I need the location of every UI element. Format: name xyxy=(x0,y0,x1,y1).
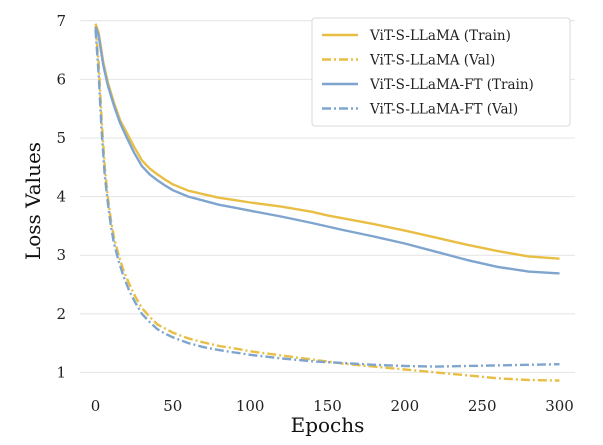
y-tick-label: 3 xyxy=(56,246,66,264)
series-line-vit-s-llama-ft-train xyxy=(94,26,560,275)
x-tick-label: 250 xyxy=(468,397,497,415)
y-tick-label: 5 xyxy=(56,129,66,147)
legend-entry-llama-ft-train: ViT-S-LLaMA-FT (Train) xyxy=(322,77,534,93)
x-tick-label: 300 xyxy=(545,397,574,415)
y-axis-title: Loss Values xyxy=(21,142,45,260)
legend-label-llama-val: ViT-S-LLaMA (Val) xyxy=(369,53,495,69)
legend-label-llama-ft-val: ViT-S-LLaMA-FT (Val) xyxy=(369,102,518,118)
legend-entry-llama-val: ViT-S-LLaMA (Val) xyxy=(322,53,495,69)
legend-label-llama-train: ViT-S-LLaMA (Train) xyxy=(369,28,511,44)
legend-label-llama-ft-train: ViT-S-LLaMA-FT (Train) xyxy=(369,77,534,93)
series-layer xyxy=(94,23,560,382)
legend-box xyxy=(311,17,571,127)
y-tick-label: 6 xyxy=(56,70,66,88)
x-axis-title: Epochs xyxy=(291,413,365,437)
legend-entry-llama-ft-val: ViT-S-LLaMA-FT (Val) xyxy=(322,102,518,118)
x-tick-label: 200 xyxy=(391,397,420,415)
x-tick-label: 150 xyxy=(313,397,342,415)
axis-layer: 1 2 3 4 5 6 7 0 50 100 150 200 250 300 xyxy=(56,12,573,415)
y-tick-label: 7 xyxy=(56,12,66,30)
y-tick-label: 2 xyxy=(56,305,66,323)
x-tick-label: 50 xyxy=(163,397,182,415)
legend-entry-llama-train: ViT-S-LLaMA (Train) xyxy=(322,28,511,44)
x-tick-label: 0 xyxy=(91,397,101,415)
y-tick-label: 4 xyxy=(56,188,66,206)
legend: ViT-S-LLaMA (Train) ViT-S-LLaMA (Val) Vi… xyxy=(311,17,571,127)
x-tick-label: 100 xyxy=(236,397,265,415)
series-line-vit-s-llama-ft-val xyxy=(94,29,560,368)
y-tick-label: 1 xyxy=(56,363,66,381)
